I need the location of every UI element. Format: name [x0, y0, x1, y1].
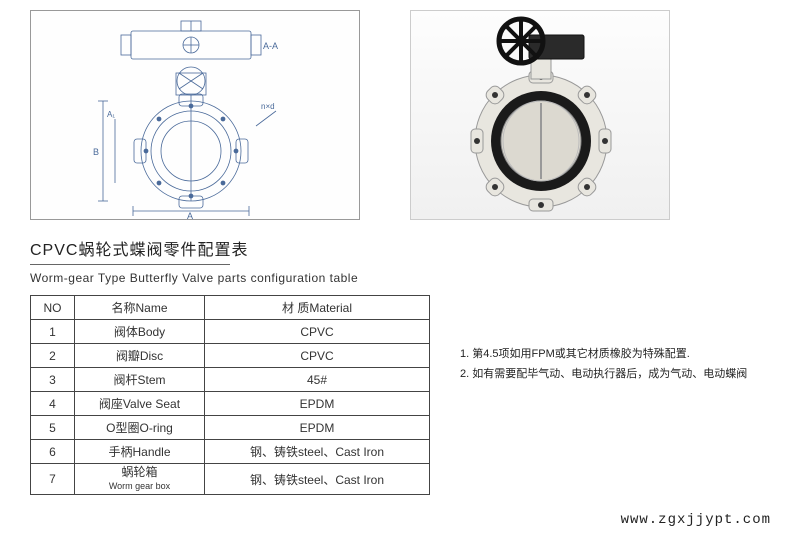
cell-no: 4 [31, 392, 75, 416]
dim-a1: A₁ [107, 110, 115, 119]
col-material: 材 质Material [205, 296, 430, 320]
table-header-row: NO 名称Name 材 质Material [31, 296, 430, 320]
product-photo [410, 10, 670, 220]
cell-name: 蜗轮箱 Worm gear box [75, 464, 205, 495]
dim-nd: n×d [261, 102, 275, 111]
table-row: 2 阀瓣Disc CPVC [31, 344, 430, 368]
table-row: 5 O型圈O-ring EPDM [31, 416, 430, 440]
title-chinese: CPVC蜗轮式蝶阀零件配置表 [30, 236, 761, 260]
title-english: Worm-gear Type Butterfly Valve parts con… [30, 271, 761, 285]
cell-material: 钢、铸铁steel、Cast Iron [205, 464, 430, 495]
cell-material: CPVC [205, 344, 430, 368]
table-row: 4 阀座Valve Seat EPDM [31, 392, 430, 416]
cell-name: 手柄Handle [75, 440, 205, 464]
cell-material: EPDM [205, 392, 430, 416]
section-label: A-A [263, 41, 278, 51]
table-row: 3 阀杆Stem 45# [31, 368, 430, 392]
table-row: 7 蜗轮箱 Worm gear box 钢、铸铁steel、Cast Iron [31, 464, 430, 495]
cell-no: 6 [31, 440, 75, 464]
cell-name: 阀体Body [75, 320, 205, 344]
cell-no: 2 [31, 344, 75, 368]
dim-a: A [187, 211, 193, 221]
col-no: NO [31, 296, 75, 320]
title-divider [30, 264, 230, 265]
cell-name: 阀座Valve Seat [75, 392, 205, 416]
table-row: 1 阀体Body CPVC [31, 320, 430, 344]
cell-no: 5 [31, 416, 75, 440]
cell-name: 阀杆Stem [75, 368, 205, 392]
parts-table: NO 名称Name 材 质Material 1 阀体Body CPVC 2 阀瓣… [30, 295, 430, 495]
cell-no: 3 [31, 368, 75, 392]
cell-name: 阀瓣Disc [75, 344, 205, 368]
cell-material: EPDM [205, 416, 430, 440]
note-2: 2. 如有需要配毕气动、电动执行器后，成为气动、电动蝶阀 [460, 365, 747, 385]
cell-material: 45# [205, 368, 430, 392]
col-name: 名称Name [75, 296, 205, 320]
cell-no: 1 [31, 320, 75, 344]
cell-no: 7 [31, 464, 75, 495]
dim-b: B [93, 147, 99, 157]
footer-url: www.zgxjjypt.com [621, 512, 771, 528]
note-1: 1. 第4.5项如用FPM或其它材质橡胶为特殊配置. [460, 345, 747, 365]
cell-material: CPVC [205, 320, 430, 344]
table-row: 6 手柄Handle 钢、铸铁steel、Cast Iron [31, 440, 430, 464]
notes-block: 1. 第4.5项如用FPM或其它材质橡胶为特殊配置. 2. 如有需要配毕气动、电… [460, 345, 747, 385]
cell-material: 钢、铸铁steel、Cast Iron [205, 440, 430, 464]
cell-name: O型圈O-ring [75, 416, 205, 440]
engineering-diagram: A-A [30, 10, 360, 220]
